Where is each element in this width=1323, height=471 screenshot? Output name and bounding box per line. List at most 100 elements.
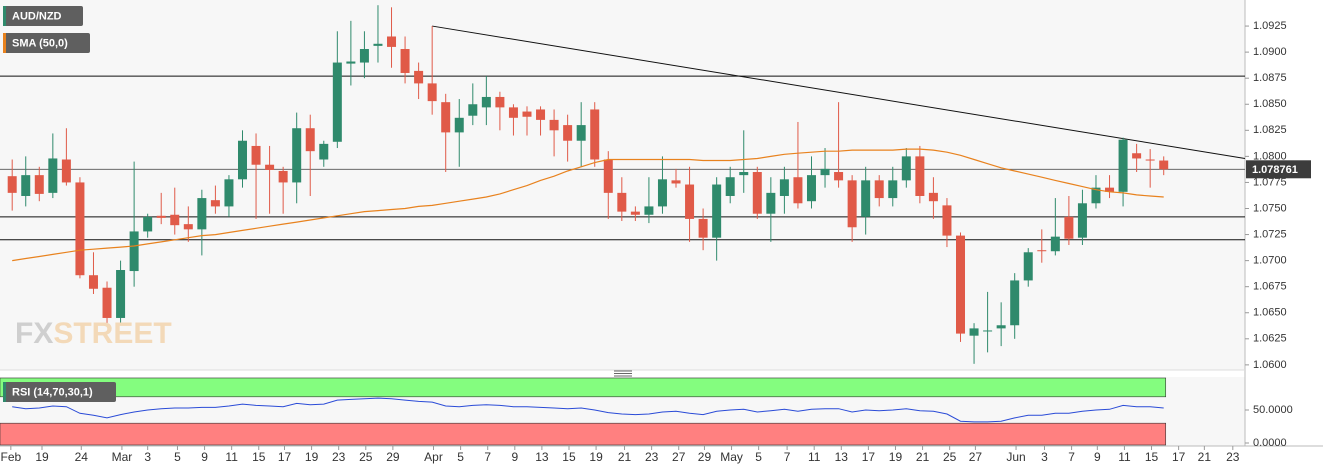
candle-body: [481, 96, 491, 108]
candle-body: [34, 175, 44, 194]
candle-body: [48, 158, 58, 193]
candle-body: [657, 179, 667, 207]
y-tick-label: 1.0600: [1253, 359, 1287, 371]
x-tick-label: 19: [305, 450, 319, 464]
x-tick-label: 15: [562, 450, 576, 464]
candle-body: [359, 48, 369, 63]
candle-body: [942, 205, 952, 236]
candle-body: [1010, 280, 1020, 326]
candle-body: [1023, 252, 1033, 281]
candle-body: [576, 125, 586, 141]
x-tick-label: 17: [862, 450, 876, 464]
candle-body: [427, 83, 437, 102]
x-tick-label: 21: [1198, 450, 1212, 464]
y-tick-label: 1.0925: [1253, 20, 1287, 32]
y-tick-label: 1.0900: [1253, 46, 1287, 58]
candle-body: [969, 328, 979, 336]
x-tick-label: 19: [35, 450, 49, 464]
x-tick-label: 5: [174, 450, 181, 464]
watermark: FXSTREET: [15, 317, 172, 350]
candle-body: [928, 192, 938, 202]
price-badge-label: 1.078761: [1252, 164, 1298, 176]
candle-body: [861, 180, 871, 217]
x-tick-label: 5: [457, 450, 464, 464]
candle-body: [671, 180, 681, 184]
watermark-street: STREET: [53, 317, 171, 350]
legend-box: [3, 6, 83, 26]
candle-body: [1050, 236, 1060, 252]
candle-body: [7, 176, 17, 193]
candle-body: [901, 156, 911, 181]
candle-body: [1159, 160, 1169, 170]
candle-body: [508, 107, 518, 118]
candle-body: [346, 61, 356, 64]
candle-body: [834, 172, 844, 181]
y-tick-label: 1.0775: [1253, 176, 1287, 188]
x-tick-label: Feb: [0, 450, 21, 464]
x-tick-label: 21: [916, 450, 930, 464]
legend-box: [3, 382, 116, 402]
candle-body: [779, 179, 789, 196]
y-tick-label: 1.0625: [1253, 333, 1287, 345]
x-tick-label: 17: [1172, 450, 1186, 464]
y-tick-label: 1.0800: [1253, 150, 1287, 162]
x-tick-label: May: [720, 450, 743, 464]
candle-body: [685, 184, 695, 219]
candle-body: [549, 119, 559, 131]
price-badge: [1246, 160, 1311, 179]
y-tick-label: 1.0650: [1253, 307, 1287, 319]
candle-body: [305, 128, 315, 152]
candle-body: [292, 128, 302, 183]
candle-body: [116, 270, 126, 318]
y-tick-label: 1.0700: [1253, 255, 1287, 267]
x-tick-label: 29: [698, 450, 712, 464]
candle-body: [224, 179, 234, 207]
candle-body: [237, 140, 247, 180]
x-tick-label: Mar: [112, 450, 133, 464]
candle-body: [278, 170, 288, 183]
x-tick-label: 15: [1145, 450, 1159, 464]
candle-body: [915, 156, 925, 196]
x-tick-label: 13: [535, 450, 549, 464]
legend-symbol: AUD/NZD: [12, 10, 62, 22]
x-tick-label: Apr: [424, 450, 443, 464]
candle-body: [590, 109, 600, 160]
candle-body: [75, 182, 85, 276]
splitter-handle[interactable]: [614, 370, 632, 377]
x-tick-label: 13: [835, 450, 849, 464]
candle-body: [603, 159, 613, 193]
candle-body: [725, 177, 735, 196]
candle-body: [454, 117, 464, 133]
candle-body: [739, 172, 749, 176]
legend-sma: SMA (50,0): [12, 37, 68, 49]
candle-body: [183, 224, 193, 230]
x-tick-label: 29: [386, 450, 400, 464]
x-tick-label: 15: [252, 450, 266, 464]
x-tick-label: 11: [225, 450, 238, 464]
candle-body: [414, 70, 424, 84]
y-tick-label: 1.0825: [1253, 124, 1287, 136]
y-tick-label: 1.0850: [1253, 98, 1287, 110]
candle-body: [712, 184, 722, 238]
candle-body: [847, 180, 857, 228]
legend-swatch: [3, 33, 6, 53]
x-tick-label: 23: [1226, 450, 1240, 464]
x-tick-label: 27: [672, 450, 686, 464]
x-tick-label: 25: [359, 450, 373, 464]
x-tick-label: 23: [645, 450, 659, 464]
x-tick-label: 3: [144, 450, 151, 464]
candle-body: [752, 172, 762, 214]
candle-body: [820, 168, 830, 176]
candle-body: [129, 231, 139, 272]
x-tick-label: 17: [278, 450, 292, 464]
candle-body: [806, 175, 816, 202]
x-tick-label: 9: [201, 450, 208, 464]
x-tick-label: 11: [808, 450, 821, 464]
y-tick-label: 50.0000: [1253, 404, 1293, 416]
candle-body: [400, 48, 410, 73]
overbought-band: [0, 377, 1167, 398]
candle-body: [468, 104, 478, 116]
x-tick-label: 11: [1118, 450, 1131, 464]
y-tick-label: 1.0725: [1253, 228, 1287, 240]
candle-body: [1037, 250, 1047, 252]
